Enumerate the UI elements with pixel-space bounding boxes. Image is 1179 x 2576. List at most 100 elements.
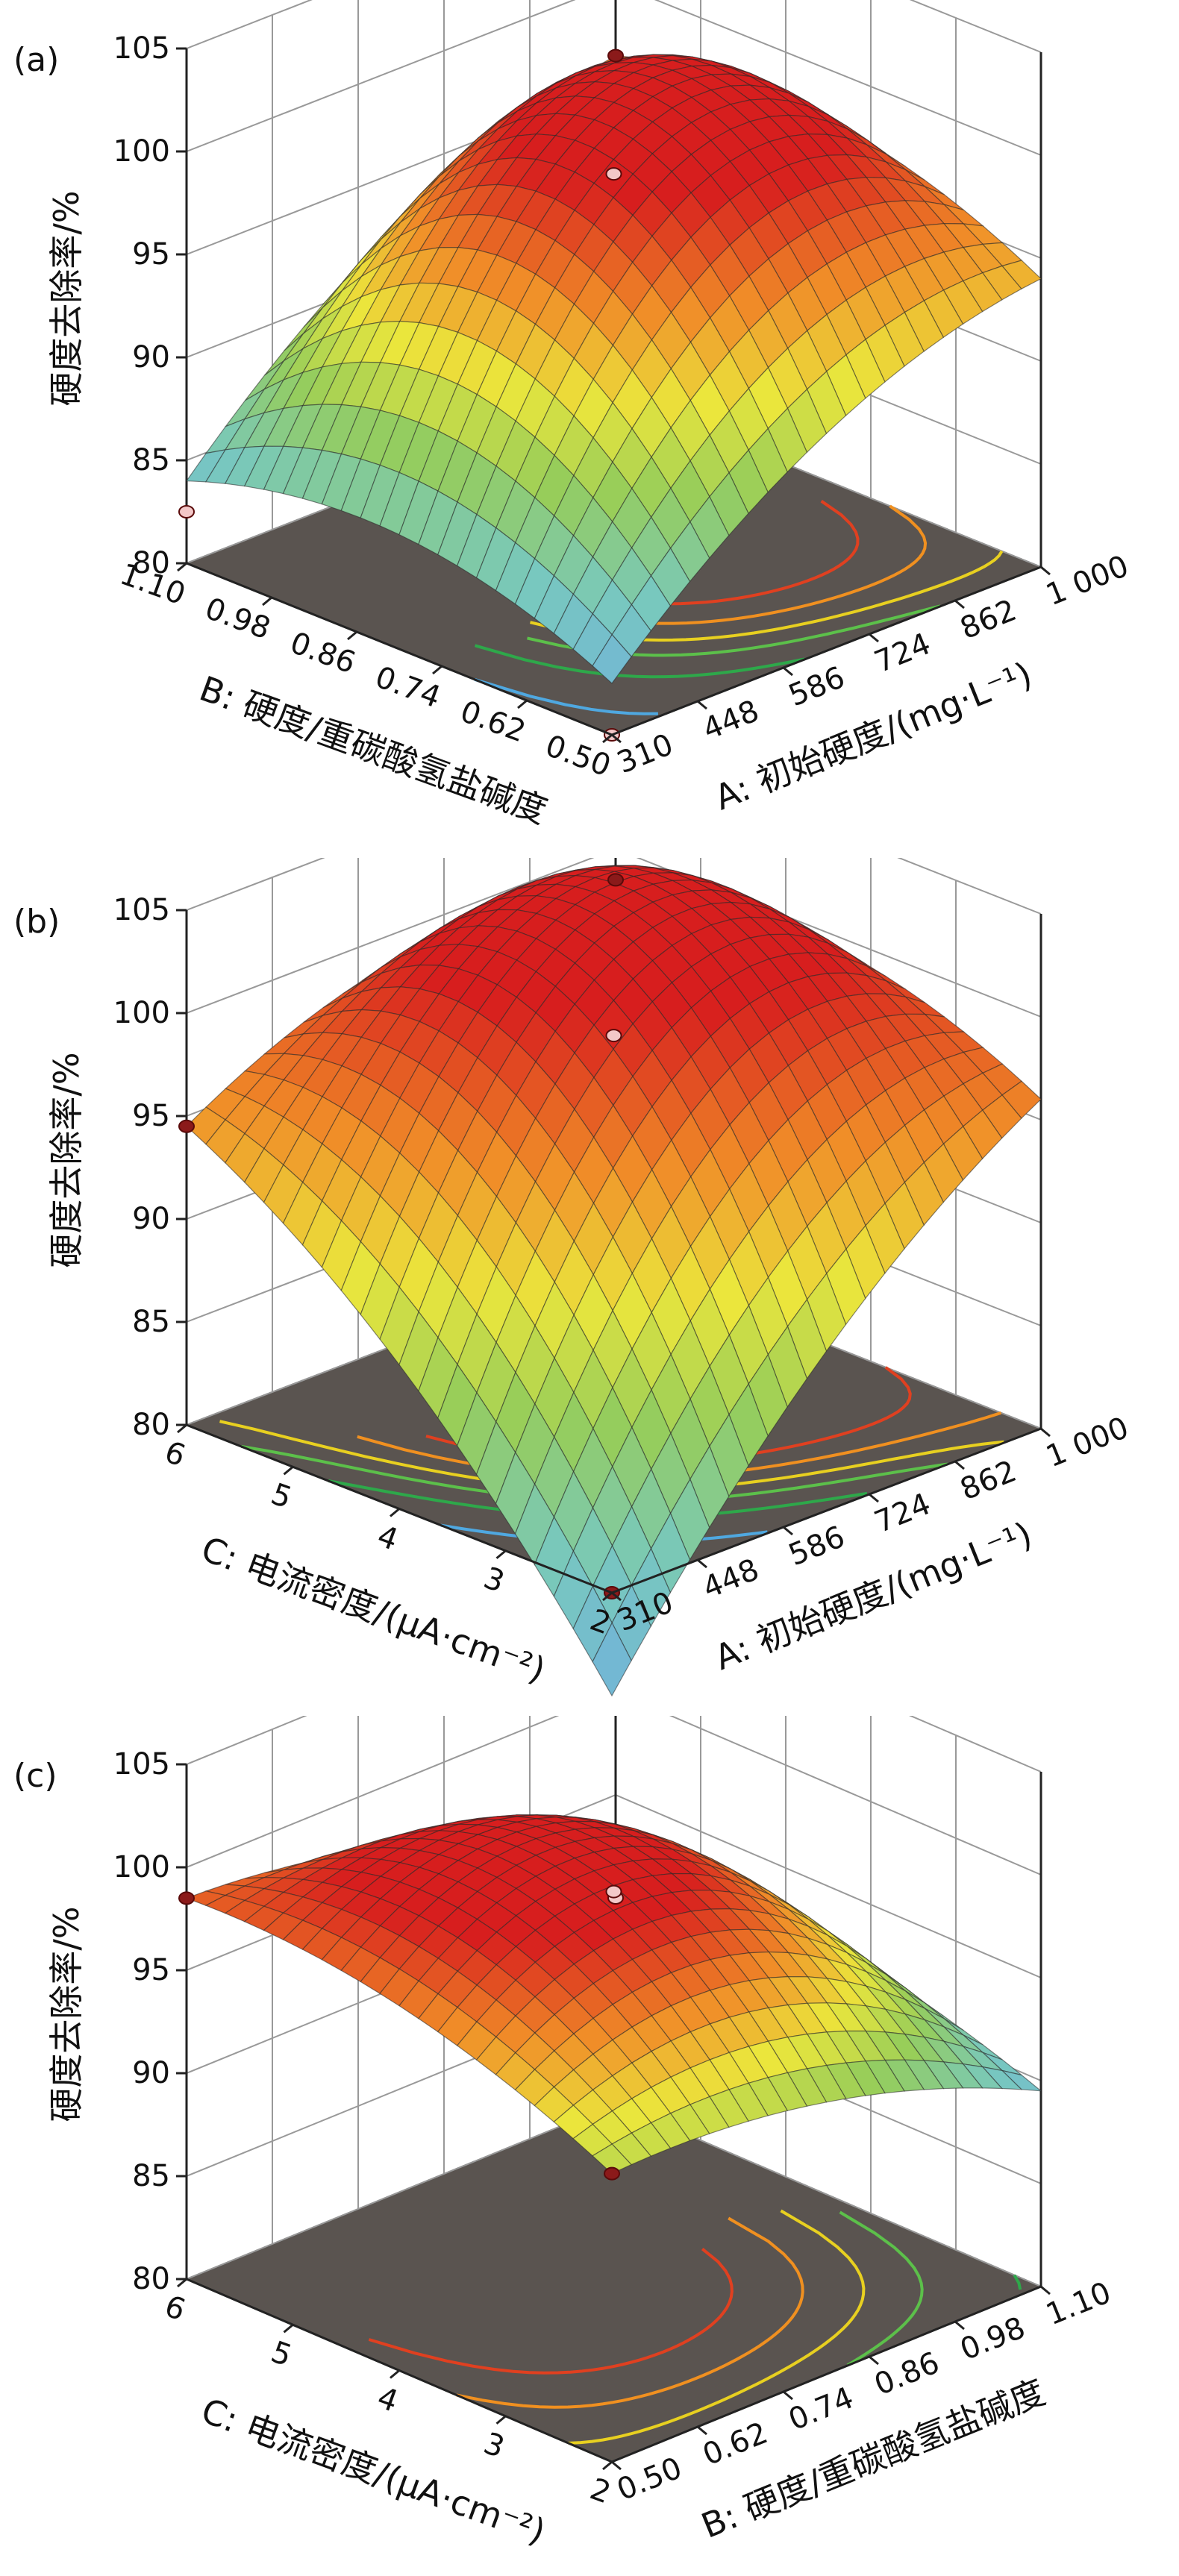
y-tick-label: 5 xyxy=(266,1477,296,1516)
x-tick-label: 586 xyxy=(784,1520,850,1573)
y-tick-mark xyxy=(284,1467,293,1474)
x-tick-mark xyxy=(784,2392,792,2399)
x-tick-mark xyxy=(698,2427,707,2434)
panel-label: (a) xyxy=(13,41,59,79)
y-tick-mark xyxy=(348,632,357,639)
x-tick-mark xyxy=(612,2462,621,2469)
z-tick-label: 95 xyxy=(132,237,170,272)
y-axis-title: C: 电流密度/(μA·cm⁻²) xyxy=(196,2390,551,2552)
y-tick-mark xyxy=(497,2416,506,2424)
x-tick-label: 1.10 xyxy=(1042,2275,1116,2332)
x-tick-mark xyxy=(955,1461,964,1469)
y-tick-label: 2 xyxy=(586,2472,616,2510)
design-point xyxy=(604,2168,619,2180)
y-tick-label: 4 xyxy=(373,2381,403,2419)
x-tick-label: 1 000 xyxy=(1042,549,1133,613)
y-tick-mark xyxy=(390,2371,399,2378)
y-tick-label: 0.74 xyxy=(371,660,445,715)
y-tick-mark xyxy=(603,2462,612,2469)
x-tick-mark xyxy=(955,2322,964,2329)
design-point xyxy=(607,1886,622,1898)
x-tick-label: 1 000 xyxy=(1042,1411,1133,1475)
x-tick-mark xyxy=(1041,2287,1050,2294)
y-tick-label: 4 xyxy=(373,1519,403,1558)
x-tick-label: 448 xyxy=(698,694,764,747)
z-axis-title: 硬度去除率/% xyxy=(46,1052,87,1267)
y-tick-label: 0.50 xyxy=(541,729,615,784)
x-tick-label: 0.98 xyxy=(956,2310,1031,2367)
z-tick-label: 90 xyxy=(132,2056,170,2090)
x-tick-mark xyxy=(698,1560,707,1567)
x-tick-label: 586 xyxy=(784,660,850,713)
z-tick-label: 100 xyxy=(113,134,170,169)
x-tick-label: 448 xyxy=(698,1552,764,1605)
z-tick-label: 100 xyxy=(113,996,170,1030)
z-tick-label: 85 xyxy=(132,2159,170,2193)
y-tick-label: 0.98 xyxy=(201,592,275,647)
x-tick-label: 724 xyxy=(870,627,936,680)
surface-plot-b: 80859095100105硬度去除率/%(b)3104485867248621… xyxy=(0,858,1179,1716)
x-tick-mark xyxy=(869,634,878,642)
x-tick-label: 310 xyxy=(613,727,678,780)
y-tick-mark xyxy=(518,701,527,708)
x-tick-label: 0.50 xyxy=(613,2451,687,2507)
z-axis-title: 硬度去除率/% xyxy=(46,1906,87,2122)
y-tick-mark xyxy=(284,2325,293,2332)
z-tick-label: 85 xyxy=(132,1305,170,1339)
y-tick-label: 0.62 xyxy=(456,695,530,750)
z-tick-label: 90 xyxy=(132,1202,170,1236)
z-tick-label: 105 xyxy=(113,893,170,927)
z-axis-title: 硬度去除率/% xyxy=(46,190,87,406)
x-tick-mark xyxy=(784,1527,792,1535)
z-tick-label: 95 xyxy=(132,1953,170,1987)
wall-gridline xyxy=(187,0,1041,52)
x-tick-mark xyxy=(784,668,792,675)
z-tick-label: 90 xyxy=(132,340,170,375)
x-tick-mark xyxy=(698,701,707,709)
y-tick-mark xyxy=(263,598,272,605)
design-point xyxy=(179,506,194,518)
x-tick-mark xyxy=(1041,567,1050,574)
surface-mesh xyxy=(187,1815,1041,2174)
y-tick-label: 5 xyxy=(266,2335,296,2374)
wall-gridline xyxy=(187,1716,1041,1772)
z-tick-label: 100 xyxy=(113,1850,170,1884)
surface-plot-c: 80 85 90 95 100 105 硬度去除率/% (c) 0.500.620.740.86… xyxy=(0,1716,1179,2573)
z-tick-label: 80 xyxy=(132,2262,170,2296)
x-tick-mark xyxy=(869,1494,878,1502)
design-point xyxy=(608,874,623,886)
y-tick-label: 3 xyxy=(479,2426,509,2465)
y-tick-mark xyxy=(433,666,442,674)
x-tick-label: 862 xyxy=(956,1454,1022,1507)
x-tick-label: 0.62 xyxy=(698,2416,773,2472)
design-point xyxy=(607,168,622,180)
x-tick-label: 0.86 xyxy=(870,2345,945,2402)
design-point xyxy=(179,1892,194,1904)
x-tick-mark xyxy=(955,601,964,608)
z-tick-label: 105 xyxy=(113,31,170,66)
z-tick-label: 85 xyxy=(132,443,170,477)
x-tick-mark xyxy=(869,2357,878,2364)
x-tick-label: 862 xyxy=(956,593,1022,646)
z-tick-label: 95 xyxy=(132,1099,170,1133)
y-tick-mark xyxy=(390,1509,399,1517)
z-tick-label: 105 xyxy=(113,1747,170,1781)
y-tick-label: 0.86 xyxy=(286,626,360,681)
z-tick-label: 80 xyxy=(132,1408,170,1442)
x-tick-label: 0.74 xyxy=(784,2381,859,2437)
x-axis-title: A: 初始硬度/(mg·L⁻¹) xyxy=(709,1514,1037,1678)
design-point xyxy=(179,1121,194,1132)
x-tick-label: 724 xyxy=(870,1487,936,1540)
panel-label: (b) xyxy=(13,903,60,941)
y-axis-title: C: 电流密度/(μA·cm⁻²) xyxy=(196,1529,551,1690)
design-point xyxy=(608,50,623,62)
surface-plot-a: 80859095100105硬度去除率/%(a)3104485867248621… xyxy=(0,0,1179,858)
x-tick-mark xyxy=(1041,1429,1050,1436)
design-point xyxy=(607,1030,622,1041)
y-tick-label: 3 xyxy=(479,1561,509,1599)
panel-label: (c) xyxy=(13,1757,57,1795)
y-tick-mark xyxy=(497,1551,506,1558)
